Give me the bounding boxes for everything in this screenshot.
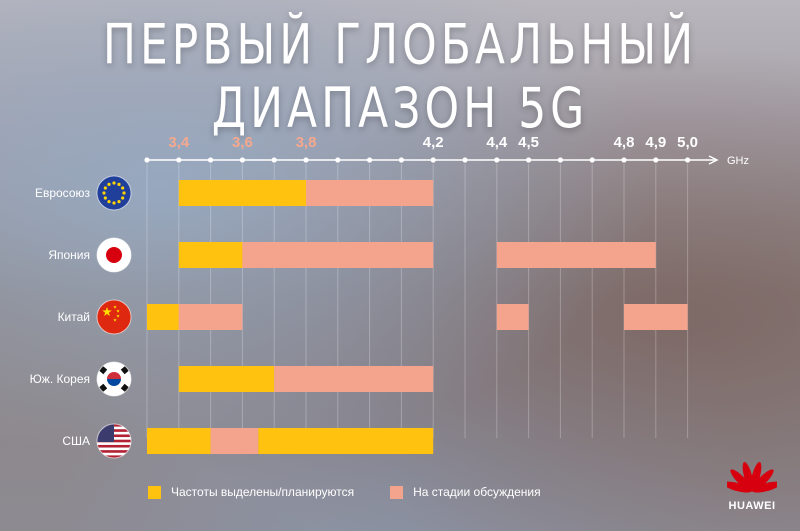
bar-segment-discussion — [178, 304, 243, 330]
tick-label: 3,6 — [232, 134, 253, 151]
tick-label: 3,4 — [168, 134, 190, 151]
tick-label: 5,0 — [677, 134, 698, 151]
logo-petal — [730, 469, 753, 492]
logo-petal — [751, 481, 782, 493]
bar-segment-discussion — [210, 428, 259, 454]
korea-flag-icon — [96, 361, 132, 397]
row-label: Япония — [48, 248, 90, 262]
tick-label: 4,9 — [645, 134, 666, 151]
row-label: Юж. Корея — [30, 372, 90, 386]
logo-petal — [722, 481, 753, 493]
huawei-logo-icon — [722, 461, 782, 493]
row-label: Китай — [58, 310, 90, 324]
tick-label: 4,2 — [423, 134, 444, 151]
china-flag-icon — [96, 299, 132, 335]
logo-petal — [750, 461, 762, 492]
row-label: Евросоюз — [35, 186, 91, 200]
bar-segment-allocated — [178, 242, 243, 268]
legend-swatch-allocated — [148, 485, 161, 499]
huawei-logo: HUAWEI — [722, 457, 782, 512]
chart-title: ПЕРВЫЙ ГЛОБАЛЬНЫЙ ДИАПАЗОН 5G — [102, 13, 698, 141]
bar-segment-discussion — [242, 242, 434, 268]
legend: Частоты выделены/планируются На стадии о… — [148, 485, 541, 499]
bar-segment-discussion — [496, 304, 529, 330]
brand-name: HUAWEI — [728, 500, 776, 512]
usa-flag-icon — [96, 423, 132, 459]
tick-label: 3,8 — [296, 134, 317, 151]
bar-segment-allocated — [178, 366, 275, 392]
bar-segment-discussion — [306, 180, 434, 206]
bar-segment-allocated — [258, 428, 434, 454]
bar-segment-allocated — [178, 180, 306, 206]
legend-swatch-discussion — [390, 485, 404, 499]
bar-segment-discussion — [624, 304, 688, 330]
legend-item-discussion: На стадии обсуждения — [390, 485, 541, 499]
bar-segment-allocated — [147, 428, 211, 454]
bar-segment-discussion — [274, 366, 434, 392]
eu-flag-icon — [96, 175, 132, 211]
logo-petal — [751, 469, 774, 492]
bar-segment-allocated — [147, 304, 179, 330]
tick-label: 4,5 — [518, 134, 539, 151]
row-label: США — [62, 434, 90, 448]
tick-label: 4,4 — [486, 134, 508, 151]
tick-label: 4,8 — [614, 134, 635, 151]
japan-flag-icon — [96, 237, 132, 273]
legend-label-allocated: Частоты выделены/планируются — [171, 485, 355, 499]
legend-item-allocated: Частоты выделены/планируются — [148, 485, 354, 499]
x-axis-arrow — [708, 155, 719, 165]
bar-segment-discussion — [496, 242, 656, 268]
legend-label-discussion: На стадии обсуждения — [413, 485, 541, 499]
x-axis-unit: GHz — [727, 155, 749, 167]
